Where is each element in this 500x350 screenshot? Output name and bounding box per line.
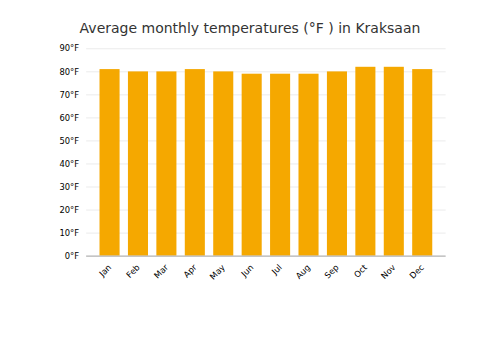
svg-text:Feb: Feb xyxy=(124,262,142,280)
svg-text:60°F: 60°F xyxy=(59,113,79,123)
svg-text:80°F: 80°F xyxy=(59,66,79,76)
svg-text:Mar: Mar xyxy=(152,262,171,281)
svg-text:May: May xyxy=(208,262,227,281)
svg-text:Jan: Jan xyxy=(96,262,113,279)
svg-text:Nov: Nov xyxy=(379,262,398,281)
svg-text:Sep: Sep xyxy=(322,262,340,280)
svg-text:0°F: 0°F xyxy=(65,251,79,261)
svg-text:10°F: 10°F xyxy=(59,228,79,238)
svg-text:Jun: Jun xyxy=(238,262,255,279)
svg-text:70°F: 70°F xyxy=(59,90,79,100)
svg-text:Dec: Dec xyxy=(407,262,426,281)
html-text:Average monthly temperatures (: Average monthly temperatures (°F ) in Kr… xyxy=(79,20,421,36)
svg-text:20°F: 20°F xyxy=(59,205,79,215)
svg-text:Jul: Jul xyxy=(269,262,284,277)
svg-text:40°F: 40°F xyxy=(59,159,79,169)
svg-text:30°F: 30°F xyxy=(59,182,79,192)
svg-text:Oct: Oct xyxy=(352,262,370,280)
svg-text:90°F: 90°F xyxy=(59,43,79,53)
svg-text:50°F: 50°F xyxy=(59,136,79,146)
svg-text:Aug: Aug xyxy=(294,262,313,281)
svg-text:Apr: Apr xyxy=(181,262,199,280)
